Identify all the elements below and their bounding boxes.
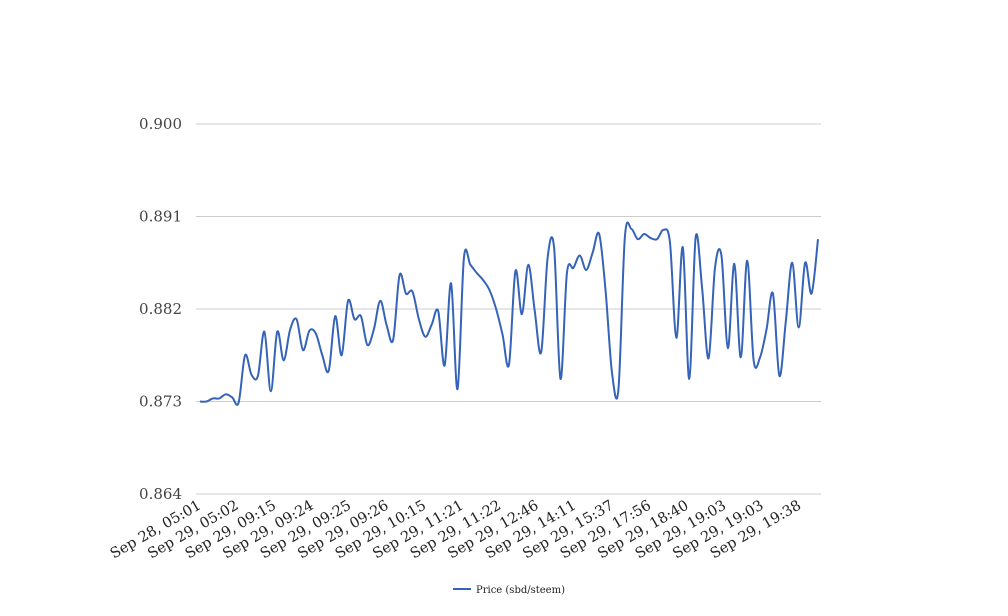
legend[interactable]: Price (sbd/steem) bbox=[453, 585, 565, 596]
grid-lines bbox=[196, 123, 821, 495]
y-tick-label: 0.864 bbox=[139, 485, 182, 503]
y-tick-label: 0.891 bbox=[139, 208, 182, 226]
series-layer bbox=[199, 221, 819, 406]
series-line-price bbox=[199, 221, 819, 406]
legend-label: Price (sbd/steem) bbox=[476, 585, 565, 596]
y-tick-label: 0.873 bbox=[139, 393, 182, 411]
y-tick-label: 0.882 bbox=[139, 300, 182, 318]
y-axis-tick-labels: 0.864 0.873 0.882 0.891 0.900 bbox=[139, 115, 182, 503]
y-tick-label: 0.900 bbox=[139, 115, 182, 133]
